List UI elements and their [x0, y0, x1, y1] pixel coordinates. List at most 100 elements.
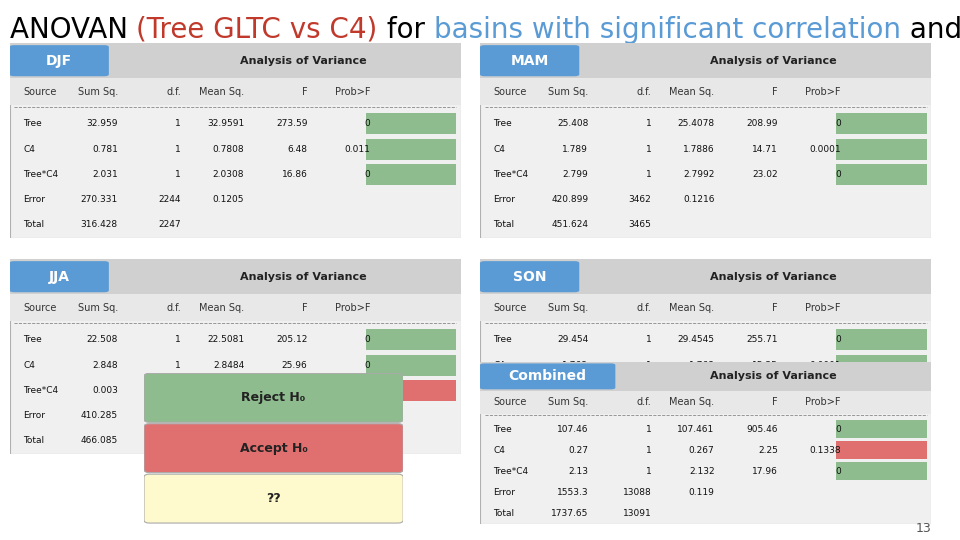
Text: 1.789: 1.789 [563, 145, 588, 154]
Text: 0.1205: 0.1205 [213, 195, 244, 204]
Text: Total: Total [23, 220, 44, 230]
Text: 2.25: 2.25 [757, 446, 778, 455]
Text: 6.48: 6.48 [287, 145, 307, 154]
Text: 1: 1 [646, 335, 652, 345]
Text: 1: 1 [176, 119, 181, 129]
Text: d.f.: d.f. [166, 303, 181, 313]
Bar [10, 259, 461, 294]
Text: Error: Error [23, 411, 45, 420]
Text: Sum Sq.: Sum Sq. [78, 87, 118, 97]
Text: 0.27: 0.27 [568, 446, 588, 455]
Bar [10, 78, 461, 105]
Text: 29.454: 29.454 [557, 335, 588, 345]
Text: 0: 0 [835, 424, 841, 434]
Text: 2.848: 2.848 [92, 361, 118, 370]
Text: 205.12: 205.12 [276, 335, 307, 345]
Text: Prob>F: Prob>F [335, 87, 371, 97]
Bar [366, 164, 456, 185]
FancyBboxPatch shape [10, 261, 108, 292]
Text: F: F [772, 87, 778, 97]
Text: Tree*C4: Tree*C4 [23, 386, 59, 395]
Text: Prob>F: Prob>F [805, 397, 841, 407]
Text: Analysis of Variance: Analysis of Variance [240, 56, 366, 66]
Text: Analysis of Variance: Analysis of Variance [240, 272, 366, 282]
Text: 1: 1 [176, 361, 181, 370]
Text: 1: 1 [646, 361, 652, 370]
Text: 32.959: 32.959 [86, 119, 118, 129]
Text: Tree*C4: Tree*C4 [493, 170, 529, 179]
Text: C4: C4 [23, 145, 35, 154]
Text: 1.7886: 1.7886 [683, 145, 714, 154]
Text: 3742: 3742 [158, 436, 181, 446]
Text: 0.7209: 0.7209 [809, 386, 841, 395]
Text: Sum Sq.: Sum Sq. [548, 303, 588, 313]
Text: for: for [377, 16, 434, 44]
Text: Tree: Tree [493, 119, 513, 129]
Text: F: F [301, 303, 307, 313]
Text: 1737.65: 1737.65 [551, 509, 588, 518]
Text: 1: 1 [176, 386, 181, 395]
Text: 208.99: 208.99 [746, 119, 778, 129]
Text: 2.7992: 2.7992 [684, 170, 714, 179]
Text: 466.085: 466.085 [81, 436, 118, 446]
Text: 13088: 13088 [623, 488, 652, 497]
Text: 1: 1 [646, 446, 652, 455]
Text: 3631: 3631 [629, 411, 652, 420]
Text: 25.4078: 25.4078 [678, 119, 714, 129]
Text: ANOVAN: ANOVAN [10, 16, 136, 44]
Text: 0.1338: 0.1338 [809, 446, 841, 455]
Text: 0.0147: 0.0147 [684, 386, 714, 395]
Text: 107.46: 107.46 [557, 424, 588, 434]
Text: Combined: Combined [509, 369, 587, 383]
Text: 451.624: 451.624 [551, 220, 588, 230]
Text: 2.13: 2.13 [568, 467, 588, 476]
Text: d.f.: d.f. [636, 87, 652, 97]
Text: 1553.3: 1553.3 [557, 488, 588, 497]
Text: Tree*C4: Tree*C4 [493, 467, 529, 476]
Bar [480, 43, 931, 78]
Text: 1: 1 [646, 170, 652, 179]
Bar [836, 164, 926, 185]
Text: Mean Sq.: Mean Sq. [199, 303, 244, 313]
Text: Error: Error [493, 411, 516, 420]
Text: 0.0001: 0.0001 [809, 361, 841, 370]
Text: Tree*C4: Tree*C4 [23, 170, 59, 179]
Text: Tree: Tree [23, 119, 42, 129]
Text: 0.13: 0.13 [757, 386, 778, 395]
Text: 1: 1 [176, 145, 181, 154]
Text: 3634: 3634 [629, 436, 652, 446]
Text: 0.011: 0.011 [345, 145, 371, 154]
Text: 2.799: 2.799 [563, 170, 588, 179]
Text: and GPP > 0.5: and GPP > 0.5 [900, 16, 960, 44]
Text: 2247: 2247 [158, 220, 181, 230]
Text: Source: Source [493, 87, 527, 97]
Text: F: F [772, 397, 778, 407]
Text: 23.02: 23.02 [753, 170, 778, 179]
Text: 17.96: 17.96 [752, 467, 778, 476]
Text: 273.59: 273.59 [276, 119, 307, 129]
Text: 1: 1 [646, 467, 652, 476]
Text: Mean Sq.: Mean Sq. [669, 303, 714, 313]
Bar [836, 441, 926, 459]
Bar [10, 294, 461, 321]
Text: 1.768: 1.768 [688, 361, 714, 370]
Bar [366, 380, 456, 401]
Text: 2.0308: 2.0308 [213, 170, 244, 179]
Text: C4: C4 [23, 361, 35, 370]
Text: C4: C4 [493, 361, 505, 370]
Text: Tree: Tree [493, 335, 513, 345]
Text: 0: 0 [835, 335, 841, 345]
Text: 0: 0 [365, 335, 371, 345]
Text: 2.8484: 2.8484 [213, 361, 244, 370]
Text: 0.1152: 0.1152 [684, 411, 714, 420]
Text: 29.4545: 29.4545 [678, 335, 714, 345]
Text: 905.46: 905.46 [746, 424, 778, 434]
Text: d.f.: d.f. [636, 397, 652, 407]
Text: 0.859: 0.859 [345, 386, 371, 395]
Text: Sum Sq.: Sum Sq. [78, 303, 118, 313]
Text: DJF: DJF [46, 53, 72, 68]
FancyBboxPatch shape [480, 363, 615, 389]
Text: Source: Source [23, 303, 57, 313]
Text: Source: Source [493, 397, 527, 407]
Text: 255.71: 255.71 [746, 335, 778, 345]
